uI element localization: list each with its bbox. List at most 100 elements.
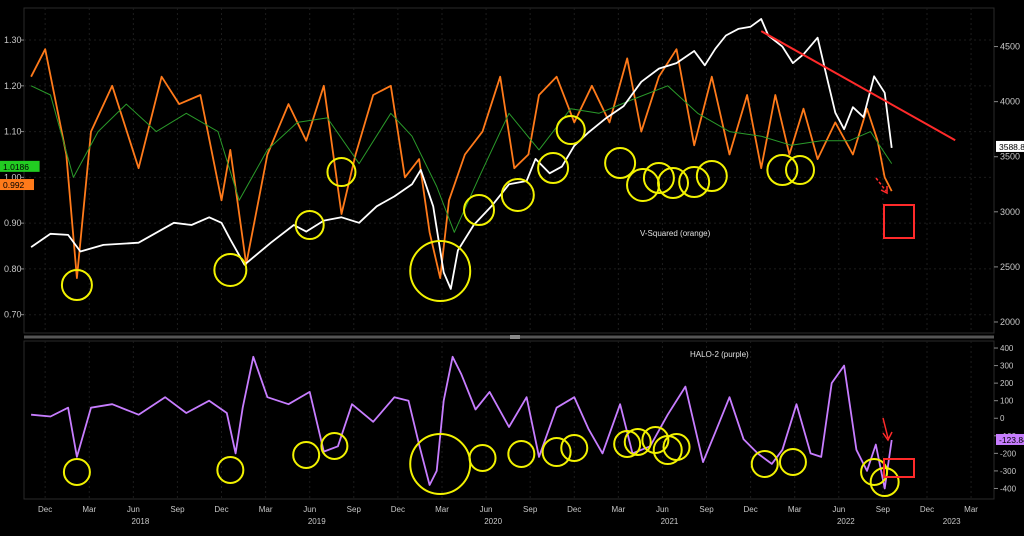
- right-axis-tick-label: 2000: [1000, 317, 1020, 327]
- highlight-circle: [613, 430, 642, 458]
- highlight-circle: [662, 433, 691, 461]
- value-badge-text: -123.84: [999, 435, 1024, 445]
- x-axis-month-label: Sep: [347, 505, 362, 514]
- x-axis-year-label: 2021: [661, 517, 679, 526]
- series-downtrend-line: [760, 30, 956, 142]
- value-badge: 3588.84: [996, 140, 1024, 152]
- annotation-layer: V-Squared (orange) HALO-2 (purple): [60, 115, 915, 497]
- highlight-circle: [320, 432, 349, 460]
- lower-axis-tick-label: 100: [1000, 397, 1014, 406]
- x-axis-month-label: Dec: [391, 505, 405, 514]
- highlight-circle: [500, 178, 535, 212]
- highlight-circle: [778, 448, 807, 476]
- x-axis-month-label: Mar: [611, 505, 625, 514]
- right-axis-tick-label: 4500: [1000, 42, 1020, 52]
- lower-panel-label: HALO-2 (purple): [690, 350, 749, 359]
- x-axis-month-label: Sep: [699, 505, 714, 514]
- right-axis-tick-label: 4000: [1000, 97, 1020, 107]
- left-axis-tick-label: 1.20: [4, 81, 22, 91]
- x-axis-month-label: Dec: [214, 505, 228, 514]
- lower-axis-tick-label: 400: [1000, 344, 1014, 353]
- x-axis-month-label: Sep: [170, 505, 185, 514]
- value-badge: 1.0186: [0, 160, 40, 172]
- x-axis-year-label: 2019: [308, 517, 326, 526]
- highlight-circle: [463, 194, 496, 226]
- right-axis-tick-label: 3000: [1000, 207, 1020, 217]
- x-axis-year-label: 2023: [943, 517, 961, 526]
- x-axis-month-label: Sep: [523, 505, 538, 514]
- x-axis-month-label: Dec: [744, 505, 758, 514]
- value-badge-text: 1.0186: [3, 162, 29, 172]
- highlight-circle: [766, 154, 799, 186]
- x-axis-month-label: Jun: [480, 505, 493, 514]
- highlight-circle: [216, 456, 245, 484]
- highlight-circle: [641, 426, 670, 454]
- x-axis-month-label: Mar: [82, 505, 96, 514]
- highlight-circle: [409, 240, 472, 302]
- highlight-circle: [860, 458, 889, 486]
- lower-axis-tick-label: 300: [1000, 362, 1014, 371]
- down-arrow-lower-head: [882, 431, 893, 442]
- series-index-line: [30, 18, 893, 290]
- lower-axis-tick-label: -300: [1000, 467, 1017, 476]
- x-axis-month-label: Mar: [435, 505, 449, 514]
- x-axis-year-label: 2020: [484, 517, 502, 526]
- x-axis-month-label: Mar: [964, 505, 978, 514]
- highlight-circle: [560, 434, 589, 462]
- lower-axis-tick-label: 0: [1000, 414, 1005, 423]
- lower-axis-tick-label: -200: [1000, 449, 1017, 458]
- left-axis-tick-label: 0.80: [4, 264, 22, 274]
- highlight-circle: [785, 155, 815, 185]
- down-arrow-upper: [875, 177, 887, 192]
- highlight-circle: [60, 269, 93, 301]
- x-axis-month-label: Dec: [920, 505, 934, 514]
- value-badge-text: 3588.84: [999, 142, 1024, 152]
- target-box-lower: [883, 458, 915, 478]
- left-axis-tick-label: 0.90: [4, 218, 22, 228]
- highlight-circle: [468, 444, 497, 472]
- down-arrow-lower: [882, 417, 889, 439]
- highlight-circle: [623, 428, 652, 456]
- lower-axis-tick-label: 200: [1000, 379, 1014, 388]
- highlight-circle: [292, 441, 321, 469]
- x-axis-month-label: Jun: [127, 505, 140, 514]
- highlight-circle: [695, 160, 728, 192]
- highlight-circle: [555, 115, 586, 145]
- left-axis-tick-label: 1.00: [4, 172, 22, 182]
- highlight-circle: [294, 210, 325, 240]
- target-box-upper: [883, 204, 915, 239]
- x-axis-year-label: 2022: [837, 517, 855, 526]
- x-axis-month-label: Dec: [38, 505, 52, 514]
- highlight-circle: [326, 157, 357, 187]
- series-v-squared-line: [30, 48, 893, 280]
- series-halo-2-line: [31, 355, 893, 490]
- value-badge: 0.992: [0, 179, 34, 191]
- highlight-circle: [213, 253, 248, 287]
- x-axis-month-label: Dec: [567, 505, 581, 514]
- grid-layer: [24, 8, 994, 499]
- down-arrow-upper-head: [880, 186, 888, 195]
- x-axis-month-label: Jun: [303, 505, 316, 514]
- x-axis-month-label: Sep: [876, 505, 891, 514]
- left-axis-tick-label: 1.30: [4, 35, 22, 45]
- highlight-circle: [657, 167, 690, 199]
- highlight-circle: [652, 435, 683, 465]
- highlight-circle: [604, 147, 637, 179]
- divider-handle[interactable]: [510, 335, 520, 339]
- highlight-circle: [541, 437, 572, 467]
- left-axis-tick-label: 1.10: [4, 127, 22, 137]
- highlight-circle: [750, 450, 779, 478]
- right-axis-tick-label: 2500: [1000, 262, 1020, 272]
- lower-axis-tick-label: -400: [1000, 484, 1017, 493]
- value-badge: -123.84: [996, 433, 1024, 445]
- x-axis-year-label: 2018: [132, 517, 150, 526]
- value-badge-text: 0.992: [3, 180, 25, 190]
- right-axis-tick-label: 3500: [1000, 152, 1020, 162]
- highlight-circle: [62, 458, 91, 486]
- x-axis-month-label: Jun: [656, 505, 669, 514]
- series-layer: [30, 18, 956, 490]
- x-axis-month-label: Mar: [788, 505, 802, 514]
